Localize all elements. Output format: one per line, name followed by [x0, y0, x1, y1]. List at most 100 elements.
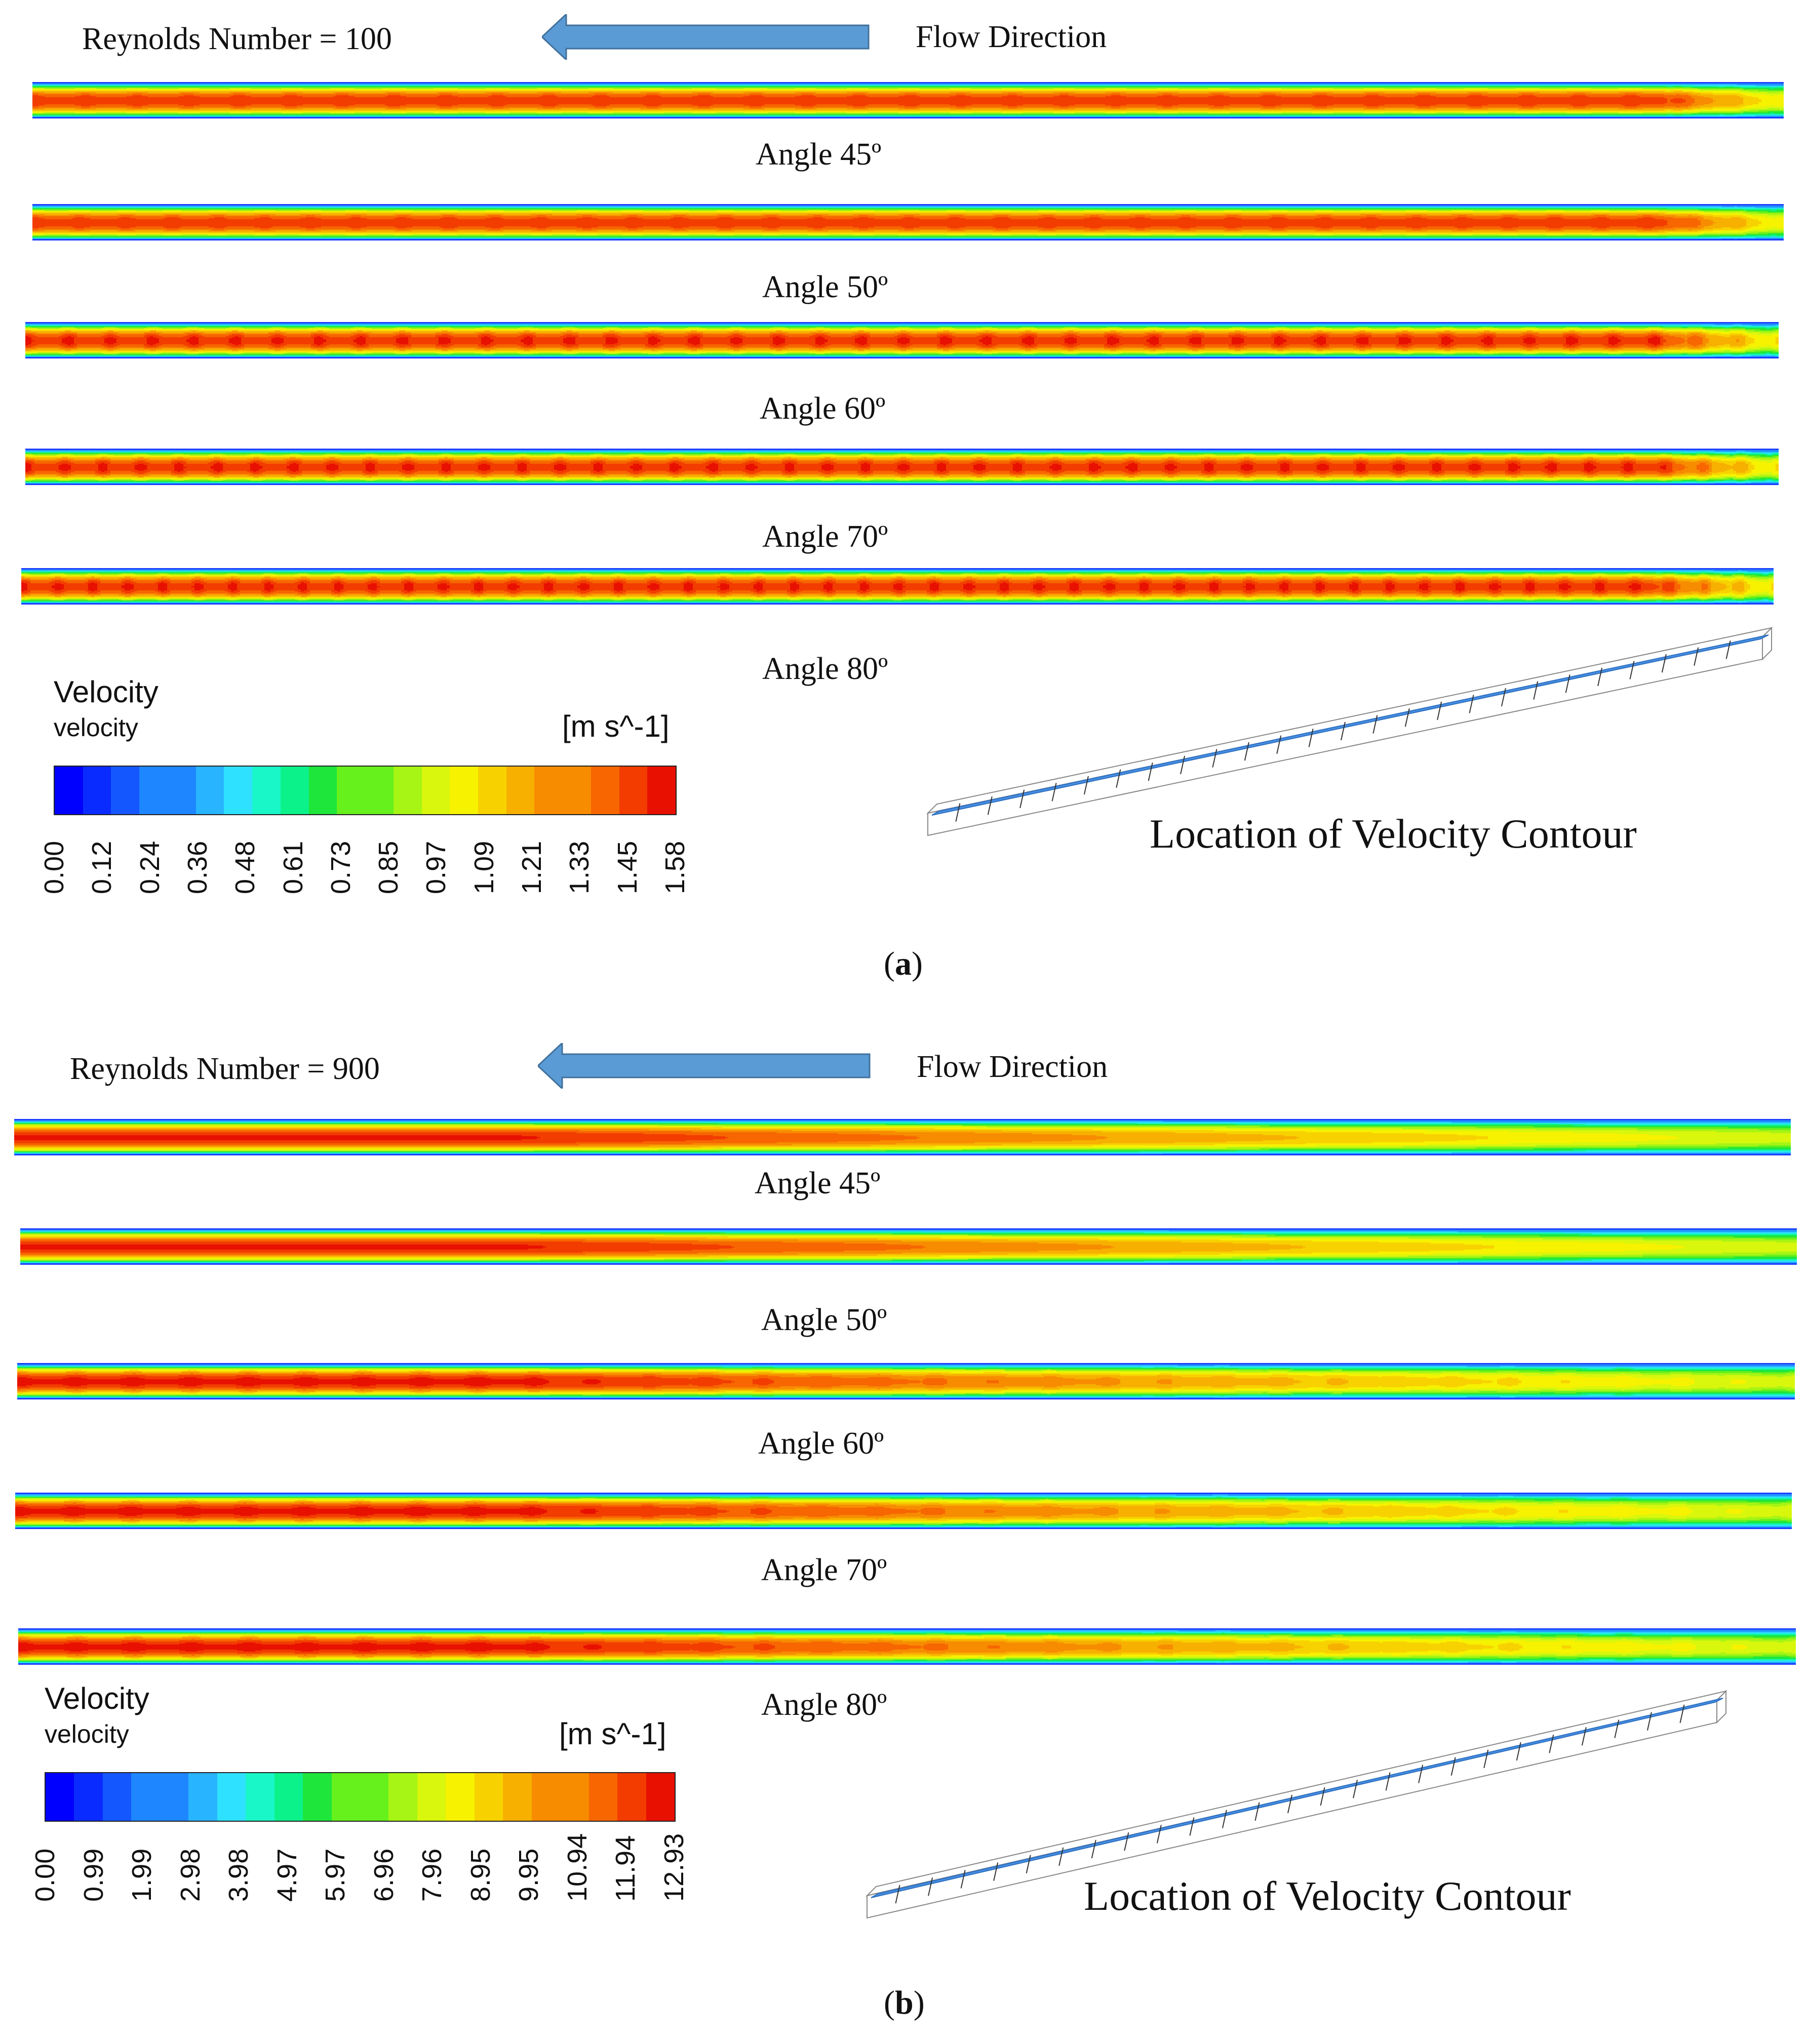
color-bar-swatch	[246, 1773, 274, 1821]
color-bar-swatch	[331, 1773, 360, 1821]
color-bar-swatch	[252, 767, 281, 814]
contour-strip-60	[17, 1363, 1795, 1399]
angle-label-50: Angle 50º	[762, 270, 888, 304]
contour-strip-45	[14, 1119, 1791, 1155]
color-bar-swatch	[393, 767, 422, 814]
color-bar-ticks: 0.00 0.99 1.99 2.98 3.98 4.97 5.97 6.96 7.96 8.95…	[30, 1826, 704, 1907]
color-bar-swatch	[360, 1773, 389, 1821]
color-bar-swatch	[280, 767, 309, 814]
color-bar-tick-label: 1.09	[468, 840, 499, 894]
legend-unit: [m s^-1]	[559, 1717, 666, 1751]
color-bar-tick-label: 11.94	[610, 1835, 641, 1902]
color-bar-swatch	[139, 767, 168, 814]
color-bar-tick-label: 0.73	[325, 840, 356, 894]
color-bar-swatch	[421, 767, 450, 814]
color-bar	[54, 766, 677, 815]
legend-unit: [m s^-1]	[562, 709, 670, 743]
color-bar-swatch	[337, 767, 366, 814]
contour-strip-70	[25, 449, 1779, 485]
color-bar-swatch	[303, 1773, 332, 1821]
color-bar	[45, 1772, 676, 1822]
angle-label-60: Angle 60º	[760, 391, 886, 426]
color-bar-tick-label: 0.97	[421, 840, 452, 894]
color-bar-swatch	[188, 1773, 217, 1821]
color-bar-tick-label: 0.12	[87, 840, 117, 894]
color-bar-swatch	[474, 1773, 503, 1821]
color-bar-swatch	[46, 1773, 74, 1821]
color-bar-swatch	[160, 1773, 189, 1821]
color-bar-swatch	[646, 1773, 675, 1821]
contour-strip-50	[32, 204, 1784, 241]
angle-label-80: Angle 80º	[761, 1688, 887, 1722]
color-bar-swatch	[647, 767, 676, 814]
legend-title: Velocity	[54, 675, 159, 709]
color-bar-swatch	[274, 1773, 303, 1821]
figure-b: Reynolds Number = 900 Flow Direction Ang…	[0, 1028, 1807, 2035]
contour-strip-80	[21, 568, 1774, 605]
color-bar-tick-label: 7.96	[417, 1848, 448, 1902]
channel-geometry-icon	[926, 627, 1773, 836]
color-bar-swatch	[55, 767, 83, 814]
color-bar-tick-label: 1.21	[517, 840, 547, 894]
color-bar-tick-label: 4.97	[271, 1848, 302, 1902]
reynolds-label: Reynolds Number = 100	[82, 22, 392, 56]
angle-label-70: Angle 70º	[762, 519, 888, 554]
color-bar-tick-label: 6.96	[368, 1848, 399, 1902]
channel-geometry-icon	[865, 1690, 1727, 1919]
color-bar-tick-label: 12.93	[659, 1833, 689, 1902]
color-bar-tick-label: 9.95	[514, 1848, 544, 1902]
contour-strip-60	[25, 322, 1779, 358]
color-bar-tick-label: 0.24	[134, 840, 165, 894]
flow-direction-label: Flow Direction	[916, 20, 1107, 54]
color-bar-tick-label: 0.00	[39, 840, 69, 894]
color-bar-tick-label: 0.85	[373, 840, 404, 894]
contour-strip-50	[20, 1228, 1797, 1265]
color-bar-tick-label: 8.95	[465, 1848, 496, 1902]
contour-strip-70	[15, 1493, 1792, 1529]
flow-direction-label: Flow Direction	[917, 1050, 1108, 1084]
contour-strip-45	[32, 82, 1784, 118]
color-bar-swatch	[111, 767, 140, 814]
color-bar-tick-label: 1.45	[612, 840, 643, 894]
color-bar-swatch	[167, 767, 196, 814]
angle-label-45: Angle 45º	[755, 1166, 881, 1200]
color-bar-swatch	[506, 767, 535, 814]
color-bar-tick-label: 1.99	[127, 1848, 158, 1902]
color-bar-swatch	[531, 1773, 561, 1821]
color-bar-swatch	[195, 767, 224, 814]
color-bar-tick-label: 10.94	[562, 1833, 593, 1902]
color-bar-tick-label: 3.98	[223, 1848, 254, 1902]
color-bar-swatch	[560, 1773, 589, 1821]
color-bar-swatch	[365, 767, 394, 814]
caption-a: (a)	[884, 945, 923, 982]
legend-title: Velocity	[45, 1681, 149, 1715]
location-label: Location of Velocity Contour	[1150, 811, 1637, 857]
figure-a: Reynolds Number = 100 Flow Direction Ang…	[0, 0, 1807, 992]
color-bar-swatch	[224, 767, 253, 814]
color-bar-swatch	[450, 767, 479, 814]
color-bar-swatch	[503, 1773, 532, 1821]
color-bar-swatch	[534, 767, 563, 814]
color-bar-swatch	[74, 1773, 103, 1821]
caption-b: (b)	[884, 1984, 925, 2021]
color-bar-ticks: 0.00 0.12 0.24 0.36 0.48 0.61 0.73 0.85 0.97 1.09…	[39, 818, 703, 899]
color-bar-tick-label: 5.97	[320, 1848, 351, 1902]
color-bar-tick-label: 2.98	[175, 1848, 206, 1902]
reynolds-label: Reynolds Number = 900	[70, 1052, 380, 1086]
color-bar-tick-label: 0.99	[78, 1848, 109, 1902]
location-label: Location of Velocity Contour	[1084, 1873, 1571, 1919]
color-bar-tick-label: 1.33	[564, 840, 595, 894]
angle-label-45: Angle 45º	[756, 137, 882, 172]
angle-label-60: Angle 60º	[758, 1426, 884, 1461]
color-bar-swatch	[588, 1773, 618, 1821]
color-bar-swatch	[446, 1773, 475, 1821]
color-bar-swatch	[83, 767, 111, 814]
color-bar-swatch	[617, 1773, 646, 1821]
angle-label-50: Angle 50º	[761, 1303, 887, 1337]
legend-subtitle: velocity	[54, 713, 138, 742]
color-bar-swatch	[131, 1773, 160, 1821]
color-bar-swatch	[102, 1773, 132, 1821]
angle-label-70: Angle 70º	[761, 1553, 887, 1587]
angle-label-80: Angle 80º	[762, 652, 888, 686]
color-bar-tick-label: 1.58	[660, 840, 690, 894]
